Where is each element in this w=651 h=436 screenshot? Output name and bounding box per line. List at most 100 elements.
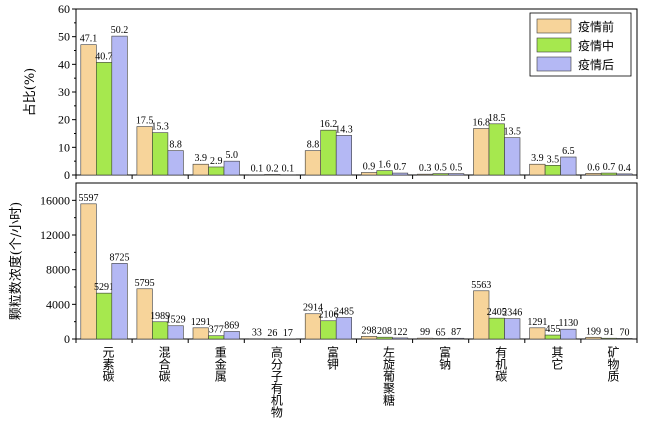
bottom-data-label: 5291 <box>94 282 114 293</box>
top-data-label: 47.1 <box>80 34 98 45</box>
bottom-bar <box>279 338 296 340</box>
top-data-label: 3.9 <box>531 153 544 164</box>
bottom-y-tick-label: 12000 <box>40 228 70 242</box>
bottom-bar <box>544 334 561 340</box>
top-data-label: 50.2 <box>111 25 129 36</box>
top-bar <box>391 172 409 176</box>
bottom-data-label: 5795 <box>135 278 155 289</box>
top-data-label: 0.6 <box>587 162 600 173</box>
bottom-bar <box>192 327 209 340</box>
top-data-label: 0.5 <box>450 163 463 174</box>
top-data-label: 8.8 <box>169 140 182 151</box>
top-bar <box>544 165 561 176</box>
bottom-data-label: 2914 <box>303 303 323 314</box>
top-bar <box>616 173 633 176</box>
top-data-label: 0.9 <box>363 162 376 173</box>
bottom-data-label: 91 <box>604 327 614 338</box>
top-bar <box>111 35 128 176</box>
bottom-bar <box>529 327 546 340</box>
top-data-label: 0.4 <box>618 163 631 174</box>
bottom-bar <box>208 335 225 340</box>
top-bar <box>417 173 434 176</box>
bottom-bar <box>448 337 465 340</box>
bottom-data-label: 208 <box>377 326 392 337</box>
top-y-tick-label: 10 <box>58 140 70 154</box>
legend-label: 疫情中 <box>578 38 614 53</box>
x-category-label: 富钾 <box>325 345 339 370</box>
x-category-label: 富钠 <box>438 345 452 370</box>
bottom-data-label: 2405 <box>487 307 507 318</box>
top-bar <box>80 44 97 176</box>
bottom-bar <box>376 336 393 340</box>
bottom-data-label: 869 <box>224 320 239 331</box>
bottom-data-label: 8725 <box>110 252 130 263</box>
bottom-bar <box>136 288 153 340</box>
top-data-label: 1.6 <box>378 160 391 171</box>
legend-label: 疫情前 <box>578 19 614 34</box>
x-category-label: 混合碳 <box>157 346 171 382</box>
bottom-bar <box>432 338 449 340</box>
top-data-label: 18.5 <box>488 113 506 124</box>
x-category-label: 元素碳 <box>101 346 115 382</box>
bottom-bar <box>80 203 97 340</box>
bottom-data-label: 1291 <box>191 317 211 328</box>
bottom-y-tick-label: 0 <box>64 332 70 346</box>
top-y-tick-label: 30 <box>58 85 70 99</box>
bottom-bar <box>223 331 240 340</box>
top-data-label: 5.0 <box>226 150 239 161</box>
top-bar <box>376 170 393 176</box>
bottom-data-label: 33 <box>252 328 262 339</box>
legend-swatch <box>536 37 572 53</box>
bottom-y-tick-label: 8000 <box>46 263 70 277</box>
x-category-label: 矿物质 <box>606 346 620 382</box>
bottom-data-label: 70 <box>619 327 629 338</box>
bottom-data-label: 1291 <box>527 317 547 328</box>
bottom-bar <box>96 292 113 340</box>
top-data-label: 0.7 <box>394 162 407 173</box>
bottom-data-label: 65 <box>436 327 446 338</box>
bottom-data-label: 298 <box>362 325 377 336</box>
top-bar <box>432 173 449 176</box>
top-bar <box>585 173 602 176</box>
top-bar <box>560 156 577 176</box>
bottom-data-label: 2106 <box>318 310 338 321</box>
top-y-tick-label: 50 <box>58 30 70 44</box>
bottom-bar <box>560 328 577 340</box>
bottom-bar <box>616 338 633 340</box>
top-y-tick-label: 40 <box>58 57 70 71</box>
top-data-label: 8.8 <box>307 140 320 151</box>
bottom-bar <box>360 336 378 340</box>
top-data-label: 16.8 <box>473 118 491 129</box>
bottom-bar <box>417 337 434 340</box>
bottom-data-label: 2346 <box>502 308 522 319</box>
top-bar <box>529 163 546 176</box>
top-data-label: 0.3 <box>419 163 432 174</box>
top-data-label: 3.5 <box>547 154 560 165</box>
top-y-axis-title: 占比(%) <box>23 68 38 117</box>
bottom-bar <box>488 317 505 340</box>
bottom-bar <box>504 318 521 340</box>
top-data-label: 13.5 <box>504 127 522 138</box>
bottom-bar <box>248 338 265 340</box>
top-bar <box>248 174 265 176</box>
top-y-tick-label: 20 <box>58 113 70 127</box>
bottom-y-tick-label: 16000 <box>40 193 70 207</box>
top-data-label: 2.9 <box>210 156 223 167</box>
top-bar <box>448 173 465 176</box>
top-data-label: 14.3 <box>335 124 353 135</box>
bottom-data-label: 99 <box>420 327 430 338</box>
x-category-label: 有机碳 <box>494 346 508 382</box>
top-bar <box>264 174 281 176</box>
top-bar <box>504 137 521 176</box>
bottom-data-label: 2485 <box>334 306 354 317</box>
bottom-bar <box>585 336 602 340</box>
bottom-data-label: 455 <box>545 324 560 335</box>
top-data-label: 0.1 <box>282 164 295 175</box>
top-bar <box>192 163 209 176</box>
bottom-data-label: 377 <box>209 325 224 336</box>
legend-label: 疫情后 <box>578 57 614 72</box>
top-data-label: 0.2 <box>266 163 279 174</box>
top-data-label: 6.5 <box>562 146 575 157</box>
top-data-label: 40.7 <box>95 51 113 62</box>
